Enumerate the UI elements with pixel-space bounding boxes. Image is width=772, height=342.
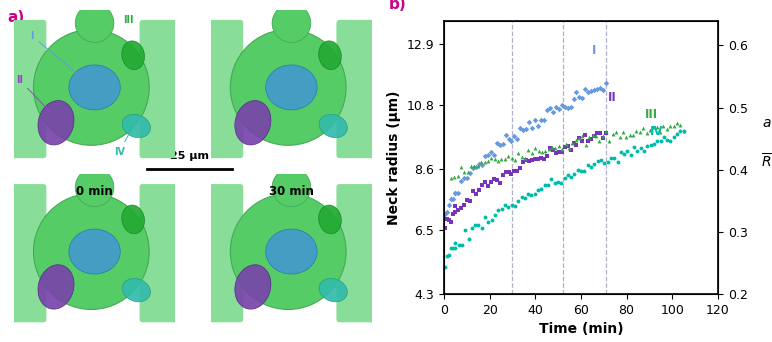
Ellipse shape: [122, 41, 144, 70]
Text: 0 min: 0 min: [76, 185, 113, 198]
Text: IV: IV: [113, 129, 132, 157]
Circle shape: [33, 194, 149, 310]
FancyBboxPatch shape: [11, 184, 46, 322]
FancyBboxPatch shape: [208, 20, 243, 158]
Text: 30 min: 30 min: [269, 185, 314, 198]
Ellipse shape: [319, 278, 347, 302]
Text: II: II: [608, 91, 617, 104]
FancyBboxPatch shape: [337, 184, 375, 322]
FancyBboxPatch shape: [140, 20, 178, 158]
Text: b): b): [389, 0, 407, 12]
Ellipse shape: [122, 114, 151, 138]
Text: II: II: [15, 75, 51, 113]
FancyBboxPatch shape: [208, 184, 243, 322]
Text: IV: IV: [649, 126, 663, 139]
Text: $\overline{R}$: $\overline{R}$: [761, 152, 772, 170]
Ellipse shape: [38, 265, 74, 309]
Circle shape: [230, 194, 346, 310]
FancyBboxPatch shape: [337, 20, 375, 158]
Circle shape: [273, 4, 310, 42]
Circle shape: [76, 168, 113, 207]
Text: $a$: $a$: [763, 116, 772, 130]
Ellipse shape: [319, 41, 341, 70]
Ellipse shape: [266, 229, 317, 274]
Circle shape: [33, 29, 149, 145]
Ellipse shape: [122, 205, 144, 234]
Ellipse shape: [235, 101, 271, 145]
Ellipse shape: [38, 101, 74, 145]
Ellipse shape: [69, 229, 120, 274]
Ellipse shape: [319, 114, 347, 138]
Text: 25 μm: 25 μm: [170, 151, 208, 161]
X-axis label: Time (min): Time (min): [539, 323, 623, 337]
Text: III: III: [124, 15, 134, 25]
Text: III: III: [645, 108, 658, 121]
Ellipse shape: [69, 65, 120, 110]
Circle shape: [76, 4, 113, 42]
FancyBboxPatch shape: [140, 184, 178, 322]
Ellipse shape: [235, 265, 271, 309]
Ellipse shape: [266, 65, 317, 110]
Text: I: I: [30, 31, 76, 73]
Circle shape: [273, 168, 310, 207]
Ellipse shape: [122, 278, 151, 302]
Y-axis label: Neck radius (μm): Neck radius (μm): [387, 90, 401, 225]
Text: I: I: [592, 44, 597, 57]
Circle shape: [230, 29, 346, 145]
FancyBboxPatch shape: [11, 20, 46, 158]
Text: a): a): [8, 10, 25, 25]
Ellipse shape: [319, 205, 341, 234]
